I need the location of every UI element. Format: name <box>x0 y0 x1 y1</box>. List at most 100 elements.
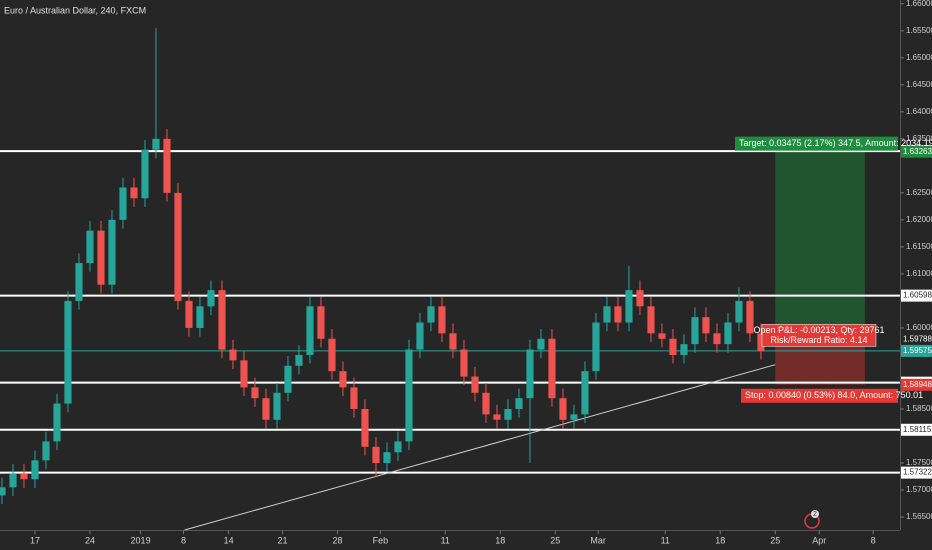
axis-price-label: 1.63263 <box>903 147 932 156</box>
candle-body <box>229 349 237 361</box>
candle-body <box>449 333 457 350</box>
candle-body <box>526 349 534 399</box>
candle-body <box>53 403 61 442</box>
candle-body <box>438 306 446 334</box>
candle-body <box>427 306 435 323</box>
x-tick-label: 11 <box>441 535 450 545</box>
pnl-box <box>761 324 877 347</box>
candle-body <box>669 338 677 355</box>
candle-body <box>559 398 567 420</box>
candle-body <box>757 333 765 351</box>
chart-title: Euro / Australian Dollar, 240, FXCM <box>4 5 146 15</box>
y-tick-label: 1.61500 <box>906 242 932 251</box>
candle-body <box>207 290 215 307</box>
candle-body <box>493 414 501 420</box>
candle-body <box>361 408 369 447</box>
x-tick-label: 25 <box>770 535 780 545</box>
x-tick-label: 11 <box>661 535 670 545</box>
axis-price-label: 1.59788 <box>903 335 932 344</box>
candle-body <box>625 290 633 323</box>
axis-price-badge <box>901 333 932 346</box>
x-tick-label: 25 <box>550 535 560 545</box>
target-label: Target: 0.03475 (2.17%) 347.5, Amount: 2… <box>739 138 932 148</box>
candle-body <box>394 441 402 453</box>
axis-price-label: 1.58115 <box>903 425 932 434</box>
candle-body <box>350 387 358 409</box>
stop-zone <box>775 339 865 385</box>
candle-body <box>119 187 127 220</box>
badge-count: 2 <box>813 511 817 518</box>
axis-price-badge <box>901 145 932 158</box>
y-tick-label: 1.64500 <box>906 80 932 89</box>
candle-body <box>86 230 94 264</box>
candle-body <box>262 398 270 420</box>
candle-body <box>218 290 226 350</box>
candle-body <box>31 460 39 480</box>
x-tick-label: 14 <box>224 535 234 545</box>
candle-body <box>636 290 644 307</box>
y-tick-label: 1.63500 <box>906 134 932 143</box>
candle-body <box>460 349 468 377</box>
candle-body <box>581 371 589 415</box>
y-tick-label: 1.61000 <box>906 269 932 278</box>
badge-dot <box>811 510 819 518</box>
candle-body <box>537 338 545 350</box>
axis-price-badge <box>901 344 932 357</box>
candle-body <box>614 306 622 323</box>
candle-body <box>0 487 6 496</box>
trend-line <box>184 364 776 531</box>
x-tick-label: Apr <box>812 535 826 545</box>
candle-body <box>735 300 743 323</box>
candle-body <box>196 306 204 328</box>
candle-body <box>141 149 149 199</box>
axis-price-badge <box>901 466 932 479</box>
candle-body <box>9 473 17 488</box>
candle-body <box>603 306 611 323</box>
candle-body <box>174 192 182 301</box>
target-label-box <box>735 136 898 151</box>
axis-price-badge <box>901 423 932 436</box>
candle-body <box>306 306 314 355</box>
candle-body <box>284 365 292 393</box>
axis-price-badge <box>901 378 932 391</box>
candle-body <box>680 344 688 355</box>
x-tick-label: Feb <box>373 535 389 545</box>
candle-body <box>658 333 666 339</box>
target-zone <box>775 151 865 340</box>
y-tick-label: 1.60000 <box>906 323 932 332</box>
candle-body <box>75 263 83 301</box>
candle-body <box>240 360 248 388</box>
candle-body <box>108 219 116 285</box>
candle-body <box>97 230 105 285</box>
candle-body <box>317 306 325 339</box>
candle-body <box>515 398 523 409</box>
axis-price-label: 1.59575 <box>903 346 932 355</box>
x-tick-label: 28 <box>332 535 342 545</box>
candle-body <box>339 371 347 388</box>
candle-body <box>702 317 710 334</box>
candle-body <box>504 408 512 420</box>
pnl-label: Open P&L: -0.00213, Qty: 29761 <box>753 325 884 335</box>
candle-body <box>163 138 171 193</box>
x-tick-label: 17 <box>30 535 40 545</box>
axis-price-label: 1.58948 <box>903 380 932 389</box>
axis-price-label: 1.57322 <box>903 468 932 477</box>
candle-body <box>295 354 303 366</box>
candle-body <box>372 446 380 464</box>
stop-label: Stop: 0.00840 (0.53%) 84.0, Amount: 750.… <box>745 390 923 400</box>
candle-body <box>416 322 424 350</box>
candle-body <box>405 349 413 442</box>
y-tick-label: 1.57000 <box>906 485 932 494</box>
x-tick-label: 24 <box>85 535 95 545</box>
x-tick-label: 8 <box>871 535 876 545</box>
candle-body <box>383 452 391 464</box>
candle-body <box>152 138 160 150</box>
y-tick-label: 1.65000 <box>906 53 932 62</box>
candle-body <box>746 300 754 334</box>
axis-price-label: 1.60598 <box>903 291 932 300</box>
y-tick-label: 1.65500 <box>906 26 932 35</box>
y-tick-label: 1.56500 <box>906 512 932 521</box>
x-tick-label: 8 <box>181 535 186 545</box>
y-tick-label: 1.62000 <box>906 215 932 224</box>
